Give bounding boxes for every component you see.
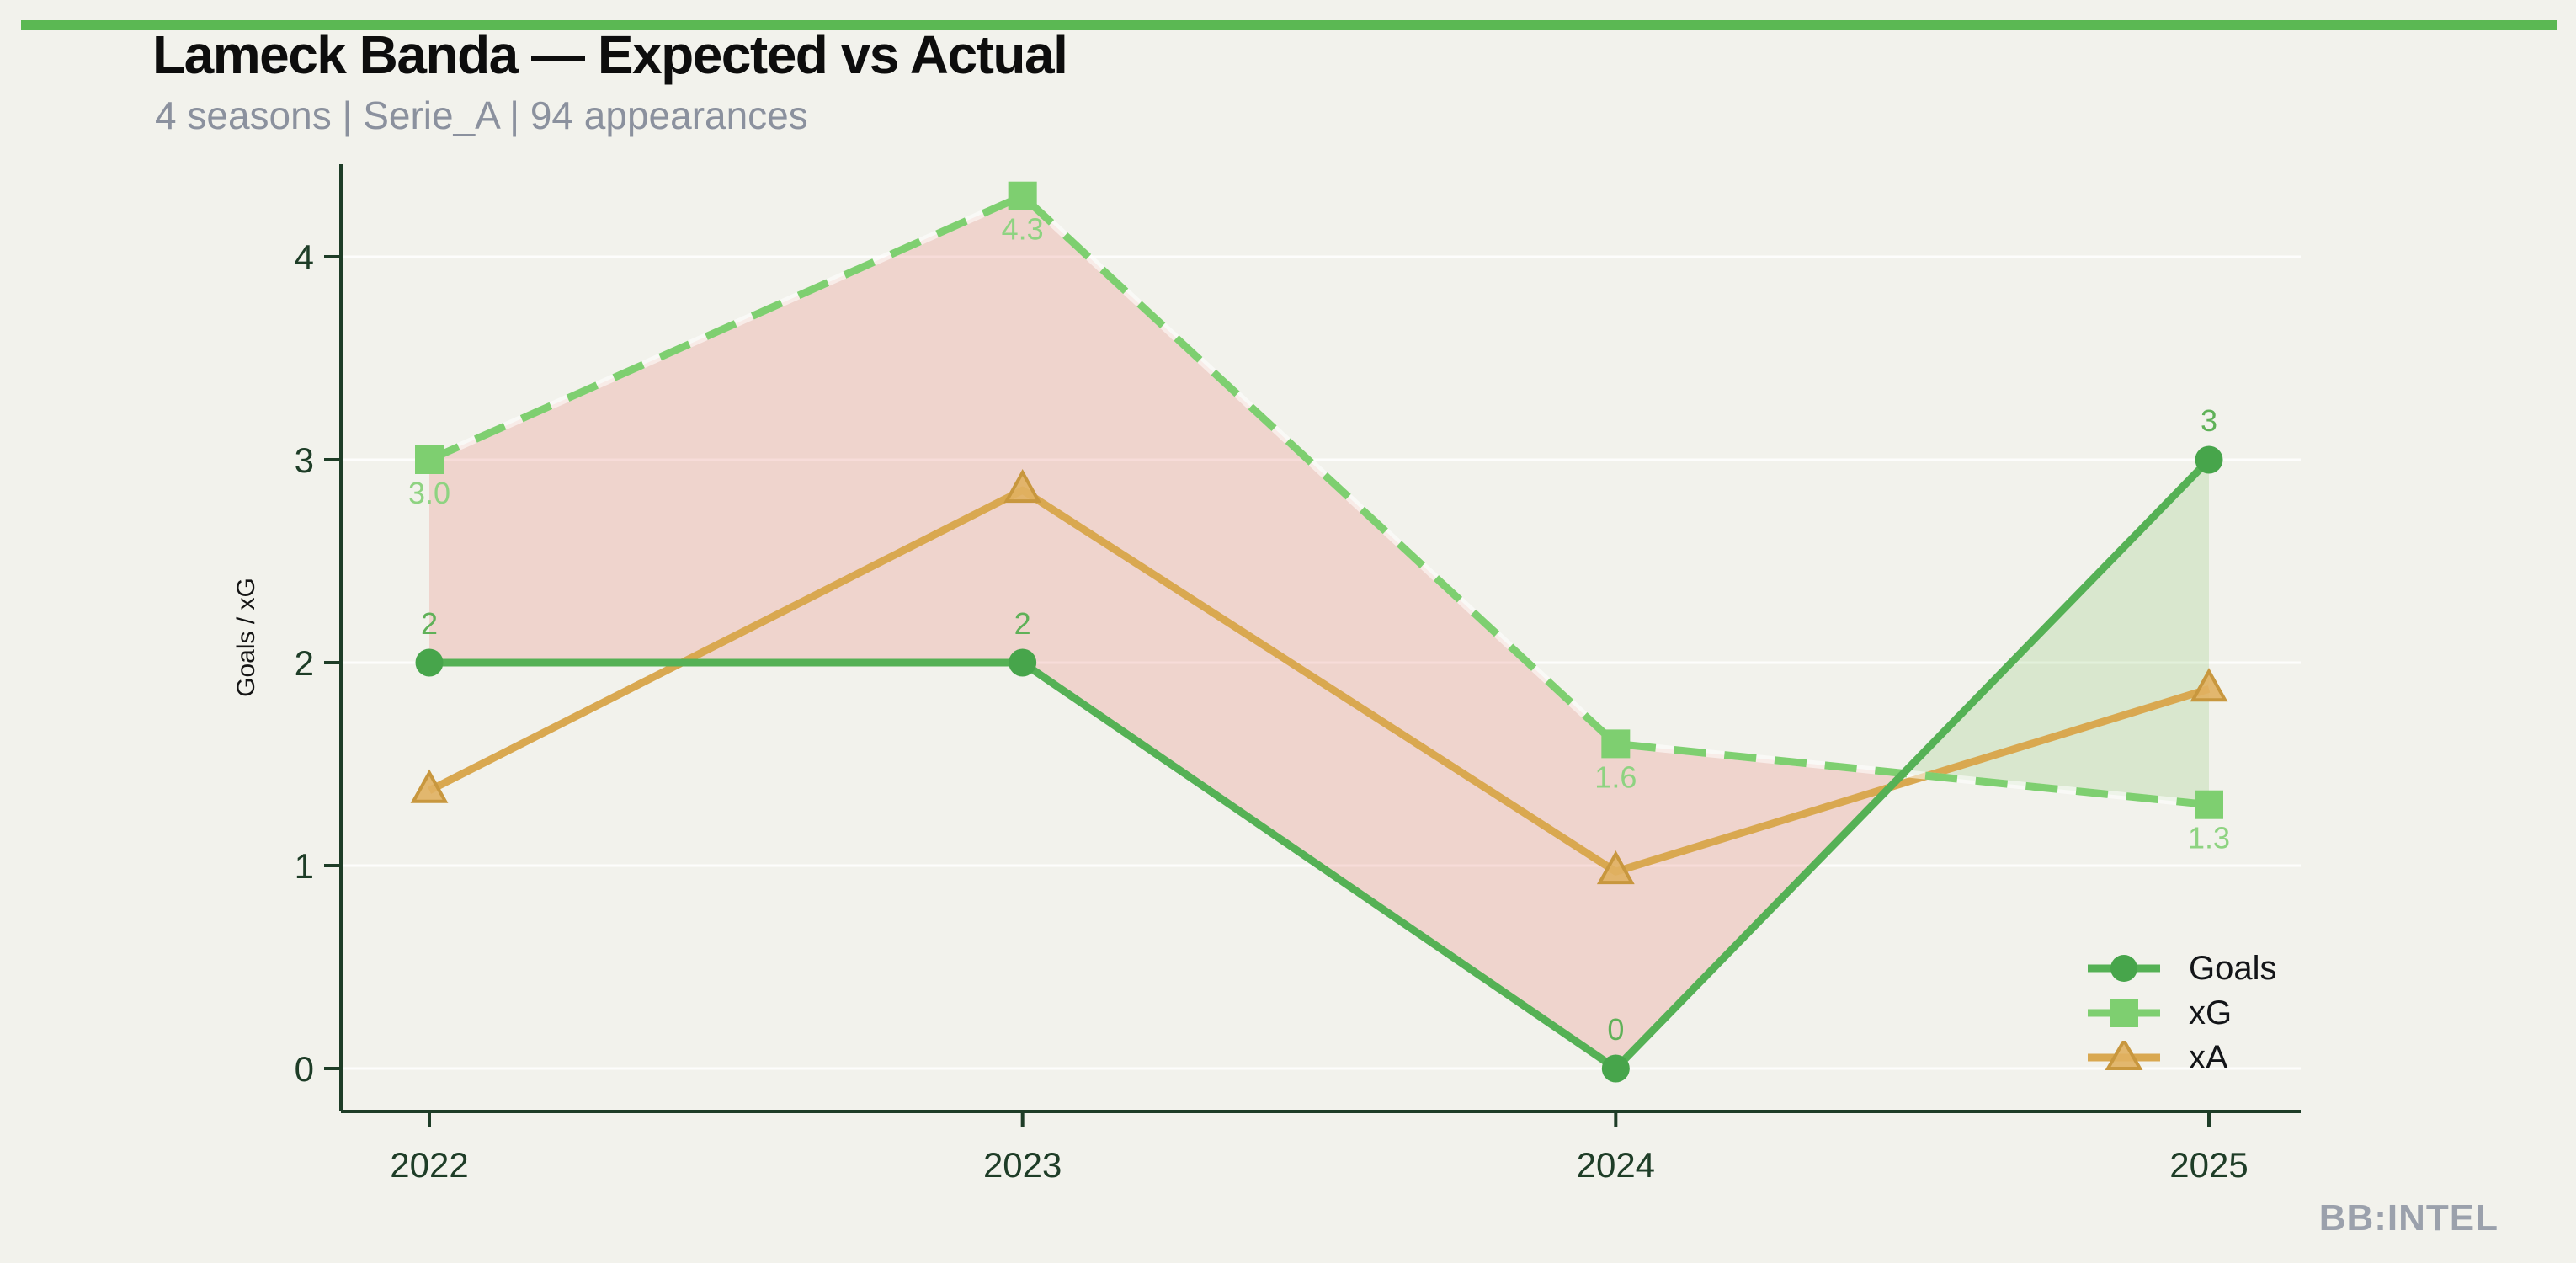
y-axis-label: Goals / xG bbox=[232, 578, 260, 697]
legend-swatch-marker bbox=[2110, 955, 2137, 982]
goals-point-label: 2 bbox=[1014, 606, 1031, 641]
legend-item-xa: xA bbox=[2086, 1038, 2277, 1076]
top-accent-bar bbox=[21, 20, 2557, 30]
xg-point-label: 1.6 bbox=[1594, 759, 1637, 794]
goals-point bbox=[1601, 1054, 1630, 1083]
legend-item-goals: Goals bbox=[2086, 949, 2277, 987]
x-axis-tick-label: 2022 bbox=[390, 1145, 468, 1185]
goals-point bbox=[415, 648, 444, 677]
page-subtitle: 4 seasons | Serie_A | 94 appearances bbox=[155, 93, 808, 137]
xg-point bbox=[415, 445, 444, 474]
legend-label-goals: Goals bbox=[2189, 949, 2277, 987]
x-axis-tick-label: 2024 bbox=[1577, 1145, 1655, 1185]
xa-point bbox=[2190, 668, 2228, 702]
legend-label-xa: xA bbox=[2189, 1038, 2228, 1076]
legend-item-xg: xG bbox=[2086, 994, 2277, 1031]
fill-underperformance bbox=[429, 195, 1903, 1069]
xg-point bbox=[1601, 729, 1631, 759]
watermark: BB:INTEL bbox=[2318, 1197, 2499, 1239]
legend-swatch-marker bbox=[2110, 999, 2138, 1027]
goals-swatch-icon bbox=[2088, 955, 2160, 982]
xg-point bbox=[2195, 790, 2224, 819]
y-axis-tick-label: 0 bbox=[295, 1049, 314, 1089]
xa-swatch-icon bbox=[2088, 1041, 2160, 1070]
fill-overperformance bbox=[1903, 460, 2210, 805]
goals-line bbox=[429, 456, 2212, 1073]
y-axis-tick-label: 4 bbox=[295, 237, 314, 277]
xa-line bbox=[427, 486, 2211, 876]
legend-label-xg: xG bbox=[2189, 994, 2233, 1031]
goals-point-label: 3 bbox=[2201, 403, 2217, 438]
xa-point bbox=[1596, 850, 1635, 885]
xg-point-label: 4.3 bbox=[1002, 212, 1044, 247]
y-axis-tick-label: 3 bbox=[295, 440, 314, 480]
y-axis-tick-label: 2 bbox=[295, 643, 314, 683]
goals-point bbox=[1009, 648, 1037, 677]
goals-point-label: 0 bbox=[1607, 1012, 1624, 1047]
xg-swatch-icon bbox=[2088, 999, 2160, 1027]
legend-swatch-marker bbox=[2105, 1041, 2143, 1070]
xa-point bbox=[1003, 468, 1042, 504]
x-axis-tick-label: 2025 bbox=[2169, 1145, 2248, 1185]
goals-point bbox=[2195, 445, 2223, 474]
chart-legend: Goals xG xA bbox=[2086, 949, 2277, 1076]
y-axis-tick-label: 1 bbox=[295, 846, 314, 886]
xg-point-label: 1.3 bbox=[2188, 821, 2230, 855]
page-title: Lameck Banda — Expected vs Actual bbox=[152, 24, 1068, 85]
goals-point-label: 2 bbox=[421, 606, 438, 641]
xg-point-label: 3.0 bbox=[408, 476, 450, 510]
x-axis-tick-label: 2023 bbox=[983, 1145, 1062, 1185]
xg-line bbox=[428, 192, 2210, 809]
xa-point bbox=[410, 769, 449, 803]
xg-point bbox=[1008, 181, 1037, 210]
